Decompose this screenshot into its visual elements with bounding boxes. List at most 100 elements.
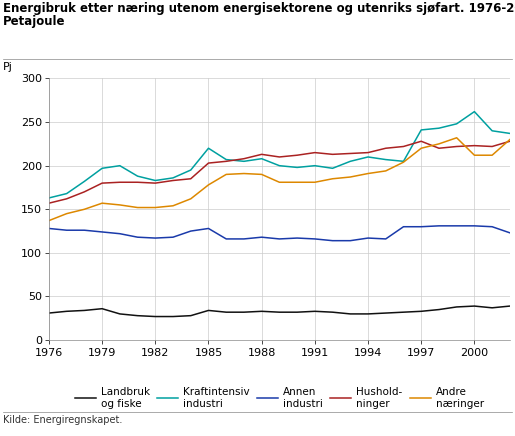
Kraftintensiv
industri (400, 159, 406, 164)
Andre
næringer (312, 180, 318, 185)
Annen
industri (347, 238, 353, 243)
Kraftintensiv
industri (471, 109, 477, 114)
Hushold-
ninger (81, 189, 88, 194)
Andre
næringer (46, 218, 52, 223)
Hushold-
ninger (152, 181, 159, 186)
Annen
industri (187, 228, 194, 234)
Kraftintensiv
industri (507, 131, 513, 136)
Text: Petajoule: Petajoule (3, 15, 65, 28)
Hushold-
ninger (365, 150, 371, 155)
Kraftintensiv
industri (365, 154, 371, 160)
Landbruk
og fiske (294, 310, 300, 315)
Annen
industri (117, 231, 123, 236)
Landbruk
og fiske (187, 313, 194, 318)
Landbruk
og fiske (134, 313, 141, 318)
Landbruk
og fiske (312, 309, 318, 314)
Line: Hushold-
ninger: Hushold- ninger (49, 141, 510, 203)
Line: Annen
industri: Annen industri (49, 226, 510, 241)
Kraftintensiv
industri (259, 156, 265, 161)
Kraftintensiv
industri (99, 166, 105, 171)
Landbruk
og fiske (170, 314, 176, 319)
Andre
næringer (294, 180, 300, 185)
Hushold-
ninger (347, 151, 353, 156)
Landbruk
og fiske (507, 303, 513, 309)
Landbruk
og fiske (99, 306, 105, 311)
Kraftintensiv
industri (347, 159, 353, 164)
Line: Landbruk
og fiske: Landbruk og fiske (49, 306, 510, 317)
Annen
industri (99, 229, 105, 235)
Hushold-
ninger (46, 201, 52, 206)
Annen
industri (134, 235, 141, 240)
Text: Energibruk etter næring utenom energisektorene og utenriks sjøfart. 1976-2002.: Energibruk etter næring utenom energisek… (3, 2, 515, 15)
Annen
industri (277, 236, 283, 242)
Landbruk
og fiske (117, 311, 123, 317)
Hushold-
ninger (63, 196, 70, 201)
Kraftintensiv
industri (81, 179, 88, 184)
Landbruk
og fiske (436, 307, 442, 312)
Kraftintensiv
industri (63, 191, 70, 196)
Legend: Landbruk
og fiske, Kraftintensiv
industri, Annen
industri, Hushold-
ninger, Andr: Landbruk og fiske, Kraftintensiv industr… (75, 387, 484, 409)
Kraftintensiv
industri (330, 166, 336, 171)
Landbruk
og fiske (277, 310, 283, 315)
Annen
industri (152, 235, 159, 241)
Andre
næringer (223, 172, 229, 177)
Landbruk
og fiske (418, 309, 424, 314)
Annen
industri (259, 235, 265, 240)
Line: Andre
næringer: Andre næringer (49, 138, 510, 221)
Annen
industri (294, 235, 300, 241)
Annen
industri (489, 224, 495, 229)
Annen
industri (63, 228, 70, 233)
Kraftintensiv
industri (187, 167, 194, 173)
Landbruk
og fiske (63, 309, 70, 314)
Landbruk
og fiske (330, 310, 336, 315)
Andre
næringer (205, 182, 212, 187)
Annen
industri (383, 236, 389, 242)
Andre
næringer (330, 176, 336, 181)
Hushold-
ninger (205, 160, 212, 166)
Kraftintensiv
industri (383, 157, 389, 162)
Andre
næringer (400, 160, 406, 165)
Andre
næringer (152, 205, 159, 210)
Hushold-
ninger (259, 152, 265, 157)
Kraftintensiv
industri (454, 121, 460, 126)
Annen
industri (330, 238, 336, 243)
Kraftintensiv
industri (46, 195, 52, 201)
Annen
industri (365, 235, 371, 241)
Andre
næringer (436, 141, 442, 146)
Hushold-
ninger (471, 143, 477, 148)
Andre
næringer (471, 153, 477, 158)
Landbruk
og fiske (152, 314, 159, 319)
Hushold-
ninger (400, 144, 406, 149)
Andre
næringer (187, 196, 194, 201)
Landbruk
og fiske (347, 311, 353, 317)
Landbruk
og fiske (81, 308, 88, 313)
Kraftintensiv
industri (134, 174, 141, 179)
Hushold-
ninger (134, 180, 141, 185)
Annen
industri (205, 226, 212, 231)
Kraftintensiv
industri (294, 165, 300, 170)
Annen
industri (312, 236, 318, 242)
Kraftintensiv
industri (436, 126, 442, 131)
Kraftintensiv
industri (277, 163, 283, 168)
Hushold-
ninger (312, 150, 318, 155)
Kraftintensiv
industri (223, 157, 229, 162)
Hushold-
ninger (330, 152, 336, 157)
Landbruk
og fiske (259, 309, 265, 314)
Hushold-
ninger (436, 146, 442, 151)
Landbruk
og fiske (223, 310, 229, 315)
Landbruk
og fiske (241, 310, 247, 315)
Kraftintensiv
industri (170, 175, 176, 181)
Andre
næringer (241, 171, 247, 176)
Hushold-
ninger (187, 176, 194, 181)
Hushold-
ninger (383, 146, 389, 151)
Landbruk
og fiske (205, 308, 212, 313)
Hushold-
ninger (418, 139, 424, 144)
Andre
næringer (365, 171, 371, 176)
Landbruk
og fiske (400, 310, 406, 315)
Hushold-
ninger (489, 144, 495, 149)
Andre
næringer (81, 207, 88, 212)
Annen
industri (471, 223, 477, 228)
Landbruk
og fiske (471, 303, 477, 309)
Andre
næringer (418, 146, 424, 151)
Andre
næringer (489, 153, 495, 158)
